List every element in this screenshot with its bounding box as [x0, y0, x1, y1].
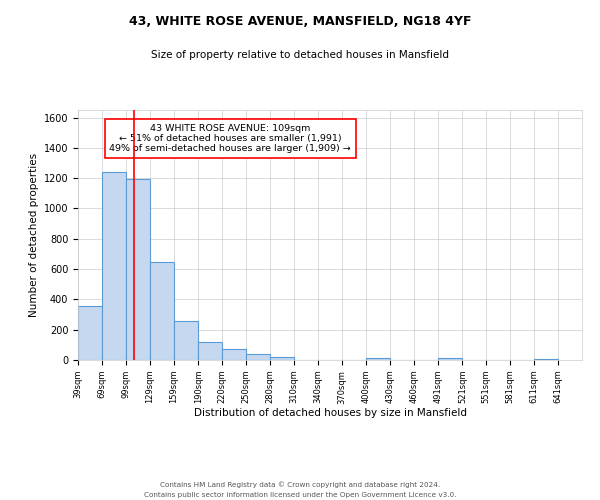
Bar: [439, 358, 463, 360]
Bar: [223, 348, 246, 360]
Text: Contains HM Land Registry data © Crown copyright and database right 2024.: Contains HM Land Registry data © Crown c…: [160, 481, 440, 488]
Y-axis label: Number of detached properties: Number of detached properties: [29, 153, 40, 317]
Bar: [126, 179, 150, 360]
Bar: [366, 358, 390, 360]
Text: 43 WHITE ROSE AVENUE: 109sqm
← 51% of detached houses are smaller (1,991)
49% of: 43 WHITE ROSE AVENUE: 109sqm ← 51% of de…: [109, 124, 351, 154]
Text: 43, WHITE ROSE AVENUE, MANSFIELD, NG18 4YF: 43, WHITE ROSE AVENUE, MANSFIELD, NG18 4…: [129, 15, 471, 28]
Text: Size of property relative to detached houses in Mansfield: Size of property relative to detached ho…: [151, 50, 449, 60]
Bar: [246, 354, 270, 360]
Bar: [270, 357, 294, 360]
Bar: [534, 359, 558, 360]
Bar: [78, 306, 102, 360]
Bar: [150, 262, 173, 360]
X-axis label: Distribution of detached houses by size in Mansfield: Distribution of detached houses by size …: [193, 408, 467, 418]
Bar: [199, 342, 223, 360]
Text: Contains public sector information licensed under the Open Government Licence v3: Contains public sector information licen…: [144, 492, 456, 498]
Bar: [102, 172, 126, 360]
Bar: [173, 320, 199, 360]
